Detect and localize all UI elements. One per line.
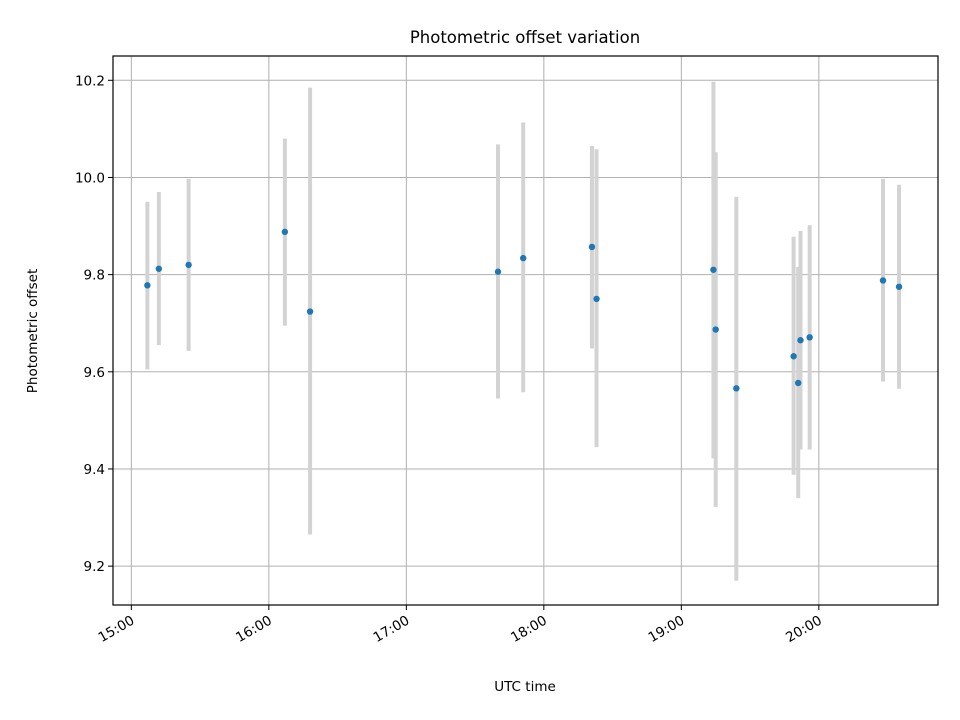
data-point — [797, 337, 804, 344]
x-tick-label: 18:00 — [508, 613, 550, 646]
data-point — [895, 283, 903, 290]
data-point — [879, 277, 887, 284]
x-tick-label: 20:00 — [783, 613, 825, 646]
x-tick-label: 19:00 — [646, 613, 688, 646]
chart-title: Photometric offset variation — [410, 28, 640, 47]
data-point — [795, 379, 802, 387]
plot-frame — [112, 55, 939, 606]
error-bars — [145, 81, 902, 581]
grid-lines — [113, 56, 938, 605]
y-tick-label: 9.8 — [84, 268, 105, 284]
data-point — [588, 243, 596, 251]
data-points — [144, 228, 903, 392]
data-point — [155, 265, 163, 272]
data-point — [185, 261, 192, 269]
y-tick-label: 9.4 — [84, 462, 105, 478]
data-point — [733, 385, 740, 392]
data-point — [281, 228, 289, 236]
data-point — [144, 282, 151, 289]
x-axis-label: UTC time — [494, 679, 556, 695]
data-point — [790, 353, 797, 360]
x-tick-label: 17:00 — [371, 613, 413, 646]
y-tick-label: 9.6 — [84, 365, 105, 381]
data-point — [306, 308, 314, 315]
x-tick-label: 15:00 — [96, 613, 138, 646]
data-point — [712, 326, 719, 333]
y-tick-label: 10.2 — [75, 73, 105, 89]
x-tick-label: 16:00 — [233, 613, 275, 646]
data-point — [520, 254, 527, 262]
data-point — [806, 334, 813, 341]
y-tick-label: 9.2 — [84, 559, 105, 575]
data-point — [710, 266, 717, 273]
data-point — [494, 268, 502, 275]
y-axis-label: Photometric offset — [25, 269, 41, 393]
data-point — [593, 295, 600, 303]
y-tick-label: 10.0 — [75, 170, 105, 186]
